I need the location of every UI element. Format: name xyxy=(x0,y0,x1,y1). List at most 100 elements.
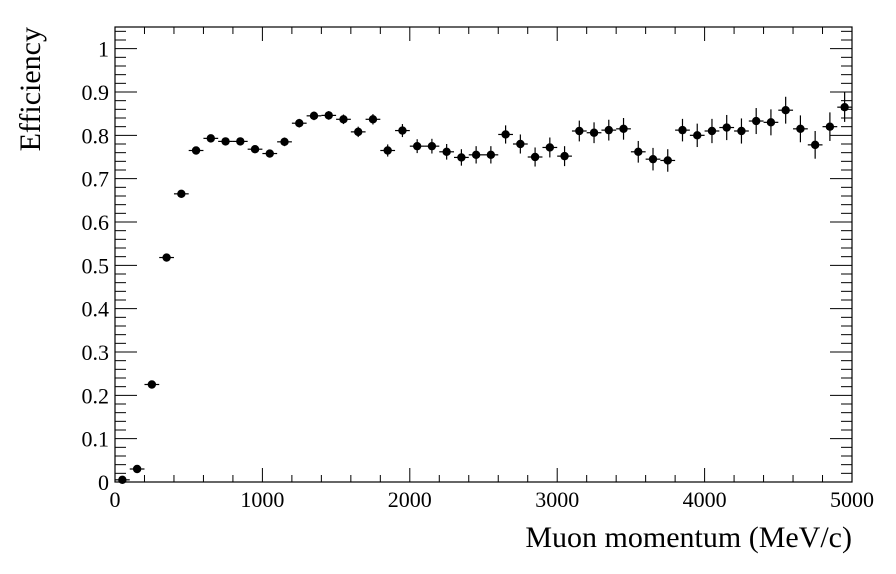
data-point xyxy=(129,464,145,474)
y-tick-label: 0.7 xyxy=(82,167,110,192)
data-point xyxy=(232,137,248,146)
point-marker xyxy=(501,130,510,139)
data-point xyxy=(424,138,440,154)
x-tick-label: 4000 xyxy=(683,487,727,512)
y-tick-label: 0.6 xyxy=(82,210,110,235)
data-point xyxy=(498,125,513,144)
point-marker xyxy=(707,126,717,136)
point-marker xyxy=(457,153,466,162)
point-marker xyxy=(250,145,260,154)
data-point xyxy=(395,124,410,138)
data-point xyxy=(837,92,852,122)
data-point xyxy=(660,149,676,172)
data-point xyxy=(630,140,646,163)
point-marker xyxy=(309,111,319,121)
data-point xyxy=(675,118,690,142)
point-marker xyxy=(766,118,776,127)
point-marker xyxy=(206,134,216,143)
data-point xyxy=(748,108,764,135)
data-point xyxy=(512,134,528,154)
data-point xyxy=(483,146,499,164)
data-point xyxy=(542,137,558,158)
point-marker xyxy=(339,115,348,124)
data-point xyxy=(557,146,572,167)
point-marker xyxy=(604,125,613,135)
point-marker xyxy=(295,119,304,128)
y-axis-ticks: 0 0.1 0.2 0.3 0.4 0.5 0.6 0.7 0.8 0.9 1 xyxy=(82,30,852,495)
point-marker xyxy=(545,143,555,152)
data-point xyxy=(365,114,381,125)
x-axis-title: Muon momentum (MeV/c) xyxy=(525,521,852,554)
data-point xyxy=(454,149,469,166)
x-tick-label: 3000 xyxy=(535,487,579,512)
data-point xyxy=(586,122,602,144)
point-marker xyxy=(825,122,835,131)
point-marker xyxy=(354,127,363,137)
data-point xyxy=(601,119,617,141)
data-point xyxy=(144,380,160,389)
data-points xyxy=(115,92,852,485)
y-axis-title: Efficiency xyxy=(14,27,47,151)
y-tick-label: 0.5 xyxy=(82,253,110,278)
point-marker xyxy=(265,149,274,158)
data-point xyxy=(689,123,705,148)
point-marker xyxy=(442,147,451,156)
data-point xyxy=(616,118,631,140)
point-marker xyxy=(751,116,761,126)
point-marker xyxy=(118,475,127,485)
point-marker xyxy=(368,115,378,124)
point-marker xyxy=(722,123,731,132)
data-point xyxy=(350,126,366,138)
point-marker xyxy=(516,139,525,149)
point-marker xyxy=(132,464,142,474)
point-marker xyxy=(796,124,805,134)
data-point xyxy=(188,146,204,155)
point-marker xyxy=(177,189,186,199)
point-marker xyxy=(221,137,230,146)
data-point xyxy=(571,120,587,142)
y-tick-label: 0.9 xyxy=(82,80,110,105)
data-point xyxy=(247,145,263,154)
data-point xyxy=(822,112,838,141)
data-point xyxy=(439,144,455,160)
x-tick-label: 0 xyxy=(110,487,121,512)
data-point xyxy=(291,118,307,128)
data-point xyxy=(277,137,292,147)
data-point xyxy=(468,146,484,164)
point-marker xyxy=(236,137,245,146)
point-marker xyxy=(648,154,658,164)
data-point xyxy=(719,114,735,141)
y-tick-label: 0.2 xyxy=(82,383,110,408)
point-marker xyxy=(147,380,157,389)
point-marker xyxy=(162,253,171,262)
x-tick-label: 2000 xyxy=(388,487,432,512)
point-marker xyxy=(398,126,407,135)
point-marker xyxy=(530,152,540,162)
point-marker xyxy=(589,128,599,137)
y-tick-label: 0.4 xyxy=(82,297,110,322)
point-marker xyxy=(560,151,569,161)
data-point xyxy=(218,137,233,146)
point-marker xyxy=(412,141,422,151)
point-marker xyxy=(471,150,481,160)
data-point xyxy=(778,96,794,124)
point-marker xyxy=(280,137,289,147)
y-tick-label: 1 xyxy=(98,37,109,62)
point-marker xyxy=(575,126,584,136)
point-marker xyxy=(634,147,643,156)
data-point xyxy=(159,253,174,262)
point-marker xyxy=(781,106,790,115)
data-point xyxy=(409,139,425,154)
data-point xyxy=(380,144,396,157)
point-marker xyxy=(191,146,201,155)
plot-frame xyxy=(114,26,853,483)
data-point xyxy=(115,475,130,485)
point-marker xyxy=(693,131,702,140)
point-marker xyxy=(678,125,687,135)
data-point xyxy=(306,111,322,121)
data-point xyxy=(321,111,337,120)
y-tick-label: 0.8 xyxy=(82,123,110,148)
data-point xyxy=(203,134,219,143)
x-tick-label: 5000 xyxy=(830,487,874,512)
